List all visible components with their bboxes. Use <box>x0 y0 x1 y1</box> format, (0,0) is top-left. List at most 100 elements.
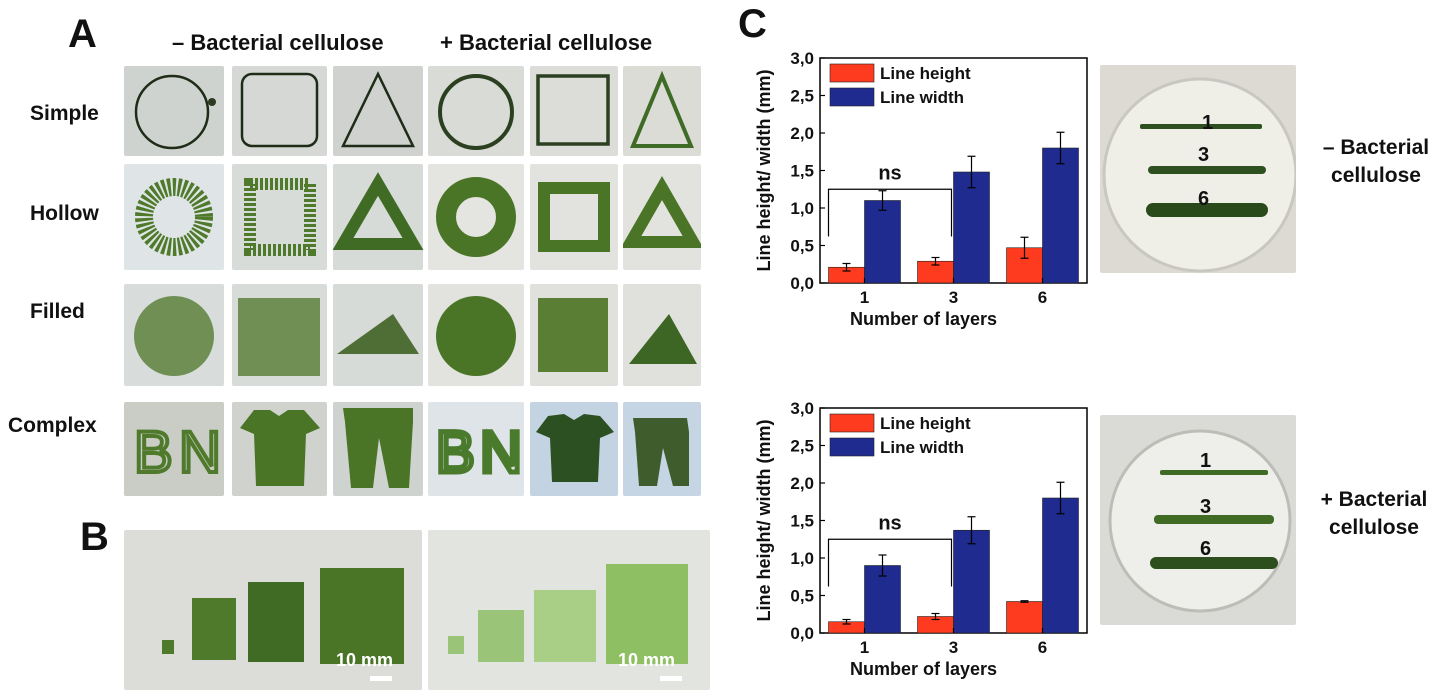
plate-label-3-minus: 3 <box>1198 144 1209 166</box>
photo-hollow-square-minus <box>232 164 327 270</box>
bar-width <box>1042 147 1079 284</box>
legend-swatch <box>829 87 875 107</box>
y-tick-label: 2,0 <box>790 124 814 143</box>
y-tick-label: 1,0 <box>790 199 814 218</box>
photo-complex-bn-minus: B N <box>124 402 224 496</box>
photo-hollow-square-plus <box>530 164 618 270</box>
x-axis-label: Number of layers <box>850 309 997 329</box>
significance-label: ns <box>878 512 901 534</box>
x-tick-label: 3 <box>949 288 958 307</box>
significance-bracket <box>827 188 953 237</box>
scale-bar-plus <box>660 676 682 681</box>
y-tick-label: 2,5 <box>790 87 814 106</box>
bar-width <box>1042 497 1079 634</box>
plate-label-6-minus: 6 <box>1198 188 1209 210</box>
photo-hollow-circle-minus <box>124 164 224 270</box>
side-label-plus-line1: + Bacterial <box>1320 488 1428 511</box>
photo-complex-bn-plus: B N <box>428 402 524 496</box>
row-label-simple: Simple <box>30 102 99 125</box>
legend-label: Line height <box>880 414 971 433</box>
y-tick-label: 0,5 <box>790 237 814 256</box>
legend-label: Line width <box>880 438 964 457</box>
y-tick-label: 0,5 <box>790 587 814 606</box>
photo-simple-triangle-plus <box>623 66 701 156</box>
complex-letter-b-minus: B <box>134 420 173 485</box>
header-minus-cellulose: – Bacterial cellulose <box>172 30 384 55</box>
photo-complex-pants-plus <box>623 402 701 496</box>
row-label-hollow: Hollow <box>30 202 99 225</box>
photo-complex-pants-minus <box>333 402 423 496</box>
photo-hollow-circle-plus <box>428 164 524 270</box>
photo-plate-minus: 1 3 6 <box>1100 65 1296 273</box>
row-label-filled: Filled <box>30 300 85 323</box>
legend-label: Line height <box>880 64 971 83</box>
bar-width <box>953 171 990 284</box>
plate-label-1-plus: 1 <box>1200 450 1211 472</box>
bar-chart-bottom: 0,0 0,5 1,0 1,5 2,0 2,5 3,0 1 3 6 ns Line height Lin… <box>754 399 1088 679</box>
x-tick-label: 6 <box>1038 638 1047 657</box>
x-tick-label: 3 <box>949 638 958 657</box>
complex-letter-n-minus: N <box>179 420 221 485</box>
photo-plate-plus: 1 3 6 <box>1100 415 1296 625</box>
photo-simple-circle-minus <box>124 66 224 156</box>
bar-height <box>1006 601 1043 634</box>
x-tick-label: 1 <box>860 288 869 307</box>
y-tick-label: 0,0 <box>790 624 814 643</box>
side-label-minus: – Bacterial cellulose <box>1310 134 1442 190</box>
side-label-minus-line2: cellulose <box>1331 164 1421 187</box>
photo-complex-shirt-minus <box>232 402 327 496</box>
bar-width <box>864 565 901 634</box>
photo-simple-circle-plus <box>428 66 524 156</box>
photo-complex-shirt-plus <box>530 402 618 496</box>
plate-label-6-plus: 6 <box>1200 538 1211 560</box>
photo-simple-square-plus <box>530 66 618 156</box>
scale-label-plus: 10 mm <box>618 650 676 670</box>
photo-filled-triangle-plus <box>623 284 701 386</box>
complex-letter-b-plus: B <box>436 420 475 485</box>
x-tick-label: 1 <box>860 638 869 657</box>
y-tick-label: 3,0 <box>790 49 814 68</box>
y-tick-label: 2,0 <box>790 474 814 493</box>
photo-filled-circle-plus <box>428 284 524 386</box>
y-tick-label: 1,5 <box>790 162 814 181</box>
y-tick-label: 1,0 <box>790 549 814 568</box>
bar-width <box>953 529 990 634</box>
legend-swatch <box>829 413 875 433</box>
photo-stack-minus <box>124 530 422 690</box>
photo-simple-triangle-minus <box>333 66 423 156</box>
bar-chart-top: 0,0 0,5 1,0 1,5 2,0 2,5 3,0 1 3 6 ns Line height Lin… <box>754 49 1088 329</box>
scale-label-minus: 10 mm <box>336 650 394 670</box>
y-tick-label: 2,5 <box>790 437 814 456</box>
side-label-minus-line1: – Bacterial <box>1322 136 1430 159</box>
panel-b-letter: B <box>80 515 109 559</box>
panel-c-letter: C <box>738 2 767 46</box>
side-label-plus-line2: cellulose <box>1329 516 1419 539</box>
x-tick-label: 6 <box>1038 288 1047 307</box>
photo-hollow-triangle-minus <box>333 164 423 270</box>
photo-filled-square-plus <box>530 284 618 386</box>
bar-width <box>864 200 901 284</box>
photo-filled-triangle-minus <box>333 284 423 386</box>
scale-bar-minus <box>370 676 392 681</box>
legend-swatch <box>829 437 875 457</box>
photo-filled-square-minus <box>232 284 327 386</box>
photo-stack-plus <box>428 530 710 690</box>
y-axis-label: Line height/ width (mm) <box>754 70 774 272</box>
photo-filled-circle-minus <box>124 284 224 386</box>
y-tick-label: 0,0 <box>790 274 814 293</box>
y-tick-label: 3,0 <box>790 399 814 418</box>
plate-label-1-minus: 1 <box>1202 112 1213 134</box>
significance-label: ns <box>878 162 901 184</box>
side-label-plus: + Bacterial cellulose <box>1304 486 1444 542</box>
header-plus-cellulose: + Bacterial cellulose <box>440 30 653 55</box>
y-axis-label: Line height/ width (mm) <box>754 420 774 622</box>
significance-bracket <box>827 538 953 587</box>
panel-a-letter: A <box>68 12 97 56</box>
photo-simple-square-minus <box>232 66 327 156</box>
y-tick-label: 1,5 <box>790 512 814 531</box>
row-label-complex: Complex <box>8 414 97 437</box>
plate-label-3-plus: 3 <box>1200 496 1211 518</box>
x-axis-label: Number of layers <box>850 659 997 679</box>
photo-hollow-triangle-plus <box>623 164 701 270</box>
legend-swatch <box>829 63 875 83</box>
